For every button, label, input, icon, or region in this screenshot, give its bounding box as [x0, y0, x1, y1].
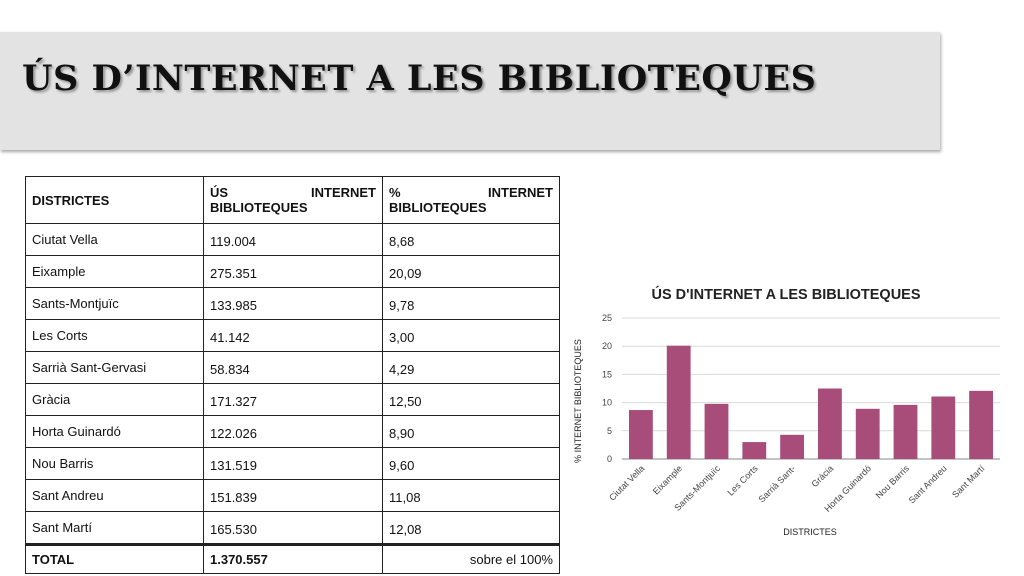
cell-uses: 151.839: [203, 479, 383, 512]
cell-pct: 9,60: [382, 447, 560, 480]
cell-uses: 119.004: [203, 223, 383, 256]
bar: [742, 442, 767, 459]
cell-district: Ciutat Vella: [25, 223, 204, 256]
table-row: Sarrià Sant-Gervasi 58.834 4,29: [25, 351, 560, 384]
total-label: TOTAL: [25, 543, 204, 574]
bar: [855, 408, 880, 459]
title-banner: [0, 32, 940, 150]
x-tick-label: Gràcia: [809, 463, 835, 489]
cell-district: Sant Andreu: [25, 479, 204, 512]
cell-pct: 9,78: [382, 287, 560, 320]
y-tick-label: 10: [602, 398, 612, 408]
bar-chart: ÚS D'INTERNET A LES BIBLIOTEQUES 0 5 10 15 2…: [573, 285, 1000, 537]
total-uses: 1.370.557: [203, 543, 383, 574]
cell-pct: 8,90: [382, 415, 560, 448]
header-us-internet: ÚS INTERNET BIBLIOTEQUES: [203, 176, 383, 224]
header-pct-internet-label: INTERNET: [488, 185, 553, 200]
districts-table: DISTRICTES ÚS INTERNET BIBLIOTEQUES % IN…: [25, 176, 560, 574]
bar: [780, 434, 805, 459]
cell-district: Eixample: [25, 255, 204, 288]
cell-district: Sant Martí: [25, 511, 204, 545]
y-tick-label: 25: [602, 313, 612, 323]
header-us-internet-label: INTERNET: [311, 185, 376, 200]
bar: [817, 388, 842, 459]
header-districtes: DISTRICTES: [25, 176, 204, 224]
bar: [931, 396, 956, 459]
table-row: Sant Andreu 151.839 11,08: [25, 479, 560, 512]
table-total-row: TOTAL 1.370.557 sobre el 100%: [25, 543, 560, 574]
header-pct-internet: % INTERNET BIBLIOTEQUES: [382, 176, 560, 224]
total-note: sobre el 100%: [382, 543, 560, 574]
bar: [893, 404, 918, 459]
cell-district: Gràcia: [25, 383, 204, 416]
chart-bars: [628, 345, 994, 459]
table-row: Gràcia 171.327 12,50: [25, 383, 560, 416]
cell-pct: 12,08: [382, 511, 560, 545]
cell-pct: 20,09: [382, 255, 560, 288]
header-us-label: ÚS: [210, 185, 229, 200]
y-tick-label: 15: [602, 369, 612, 379]
bar: [704, 403, 729, 459]
table-header-row: DISTRICTES ÚS INTERNET BIBLIOTEQUES % IN…: [25, 176, 560, 224]
cell-uses: 131.519: [203, 447, 383, 480]
table-row: Sant Martí 165.530 12,08: [25, 511, 560, 545]
cell-district: Nou Barris: [25, 447, 204, 480]
header-pct-label: %: [389, 185, 401, 200]
page-title: ÚS D’INTERNET A LES BIBLIOTEQUES: [22, 58, 817, 99]
cell-uses: 165.530: [203, 511, 383, 545]
header-pct-biblioteques-label: BIBLIOTEQUES: [389, 200, 487, 215]
x-tick-label: Nou Barris: [874, 463, 911, 500]
cell-district: Les Corts: [25, 319, 204, 352]
x-tick-label: Les Corts: [725, 463, 760, 498]
table-row: Les Corts 41.142 3,00: [25, 319, 560, 352]
cell-uses: 41.142: [203, 319, 383, 352]
y-tick-label: 5: [607, 426, 612, 436]
cell-district: Horta Guinardó: [25, 415, 204, 448]
cell-pct: 11,08: [382, 479, 560, 512]
header-us-biblioteques-label: BIBLIOTEQUES: [210, 200, 308, 215]
cell-uses: 58.834: [203, 351, 383, 384]
table-row: Ciutat Vella 119.004 8,68: [25, 223, 560, 256]
cell-district: Sarrià Sant-Gervasi: [25, 351, 204, 384]
cell-pct: 12,50: [382, 383, 560, 416]
table-row: Sants-Montjuïc 133.985 9,78: [25, 287, 560, 320]
x-tick-label: Eixample: [651, 463, 684, 496]
cell-uses: 171.327: [203, 383, 383, 416]
cell-pct: 3,00: [382, 319, 560, 352]
bar: [969, 390, 994, 459]
y-axis-title: % INTERNET BIBLIOTEQUES: [573, 339, 583, 463]
cell-uses: 133.985: [203, 287, 383, 320]
table-row: Horta Guinardó 122.026 8,90: [25, 415, 560, 448]
y-tick-label: 0: [607, 454, 612, 464]
y-axis-ticks: 0 5 10 15 20 25: [602, 313, 612, 464]
bar: [666, 345, 691, 459]
x-axis-title: DISTRICTES: [783, 527, 837, 537]
bar: [628, 410, 653, 459]
chart-title: ÚS D'INTERNET A LES BIBLIOTEQUES: [651, 285, 920, 303]
table-row: Eixample 275.351 20,09: [25, 255, 560, 288]
x-tick-label: Sant Martí: [950, 463, 987, 500]
cell-uses: 122.026: [203, 415, 383, 448]
table-row: Nou Barris 131.519 9,60: [25, 447, 560, 480]
cell-district: Sants-Montjuïc: [25, 287, 204, 320]
x-tick-label: Sant Andreu: [907, 463, 949, 505]
y-tick-label: 20: [602, 341, 612, 351]
cell-pct: 4,29: [382, 351, 560, 384]
x-tick-label: Sarrià Sant-: [756, 463, 797, 504]
cell-pct: 8,68: [382, 223, 560, 256]
x-tick-label: Ciutat Vella: [607, 463, 646, 502]
cell-uses: 275.351: [203, 255, 383, 288]
